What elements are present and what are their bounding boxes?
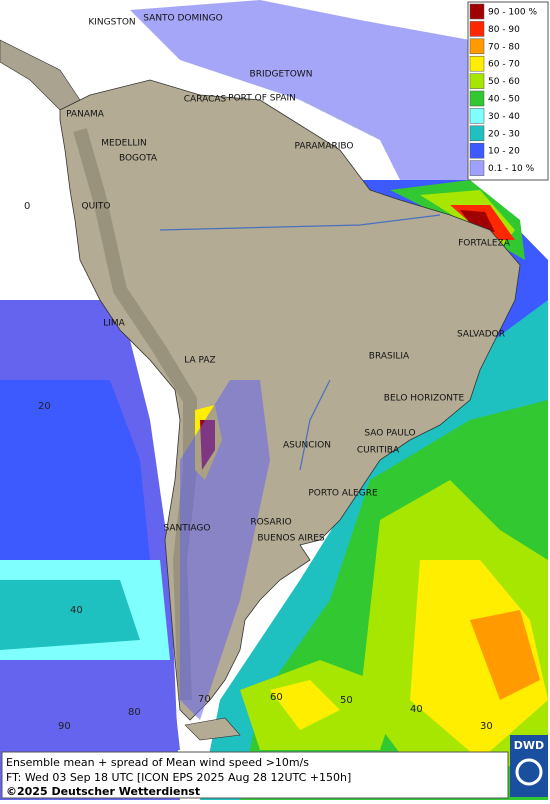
graticule-label: 40 xyxy=(410,704,423,715)
city-label: QUITO xyxy=(82,202,111,212)
city-label: KINGSTON xyxy=(88,18,135,28)
legend-label: 30 - 40 xyxy=(488,112,520,122)
city-label: SANTO DOMINGO xyxy=(143,14,222,24)
graticule-label: 50 xyxy=(340,695,353,706)
city-label: ROSARIO xyxy=(250,518,291,528)
footer-line: Ensemble mean + spread of Mean wind spee… xyxy=(6,756,309,769)
logo-text: DWD xyxy=(514,739,544,752)
graticule-label: 0 xyxy=(24,201,30,212)
city-label: CURITIBA xyxy=(357,446,400,456)
graticule-label: 30 xyxy=(480,721,493,732)
legend-label: 60 - 70 xyxy=(488,60,520,70)
footer-line: FT: Wed 03 Sep 18 UTC [ICON EPS 2025 Aug… xyxy=(6,771,351,784)
city-label: PORTO ALEGRE xyxy=(308,489,378,499)
legend-swatch xyxy=(469,73,485,89)
copyright: ©2025 Deutscher Wetterdienst xyxy=(6,785,200,798)
city-label: ASUNCION xyxy=(283,441,331,451)
graticule-label: 80 xyxy=(128,707,141,718)
legend-label: 40 - 50 xyxy=(488,95,520,105)
graticule-labels: 0 20 40 90 80 70 60 50 40 30 xyxy=(24,201,493,732)
legend: 90 - 100 % 80 - 90 70 - 80 60 - 70 50 - 60 40… xyxy=(469,3,537,176)
legend-swatch xyxy=(469,125,485,142)
logo-swirl xyxy=(515,758,543,786)
graticule-label: 40 xyxy=(70,605,83,616)
logo xyxy=(510,735,548,797)
graticule-label: 70 xyxy=(198,694,211,705)
legend-swatch xyxy=(469,21,485,37)
legend-swatch xyxy=(469,55,485,72)
city-label: SAO PAULO xyxy=(364,429,415,439)
city-label: CARACAS xyxy=(184,95,227,105)
legend-label: 10 - 20 xyxy=(488,147,520,157)
legend-label: 90 - 100 % xyxy=(488,8,537,18)
city-label: SANTIAGO xyxy=(164,524,211,534)
city-label: LIMA xyxy=(103,319,125,329)
city-label: LA PAZ xyxy=(184,356,215,366)
city-label: BELO HORIZONTE xyxy=(384,394,465,404)
legend-swatch xyxy=(469,108,485,124)
legend-label: 20 - 30 xyxy=(488,129,520,139)
footer-box xyxy=(1,751,509,799)
city-label: FORTALEZA xyxy=(458,239,511,249)
city-label: BRIDGETOWN xyxy=(250,70,313,80)
legend-label: 70 - 80 xyxy=(488,42,520,52)
city-label: BUENOS AIRES xyxy=(257,534,325,544)
legend-swatch xyxy=(469,142,485,159)
city-label: MEDELLIN xyxy=(101,139,146,149)
legend-swatch xyxy=(469,90,485,107)
city-label: BOGOTA xyxy=(119,154,158,164)
city-label: BRASILIA xyxy=(369,352,410,362)
graticule-label: 90 xyxy=(58,721,71,732)
legend-swatch xyxy=(469,3,485,20)
city-label: SALVADOR xyxy=(457,330,505,340)
graticule-label: 20 xyxy=(38,401,51,412)
graticule-label: 60 xyxy=(270,692,283,703)
city-label: PORT OF SPAIN xyxy=(228,94,296,104)
legend-label: 50 - 60 xyxy=(488,77,520,87)
legend-swatch xyxy=(469,160,485,176)
land xyxy=(0,39,521,741)
legend-label: 80 - 90 xyxy=(488,25,520,35)
city-label: PANAMA xyxy=(66,110,105,120)
city-label: PARAMARIBO xyxy=(295,142,354,152)
legend-swatch xyxy=(469,38,485,55)
legend-label: 0.1 - 10 % xyxy=(488,164,535,174)
